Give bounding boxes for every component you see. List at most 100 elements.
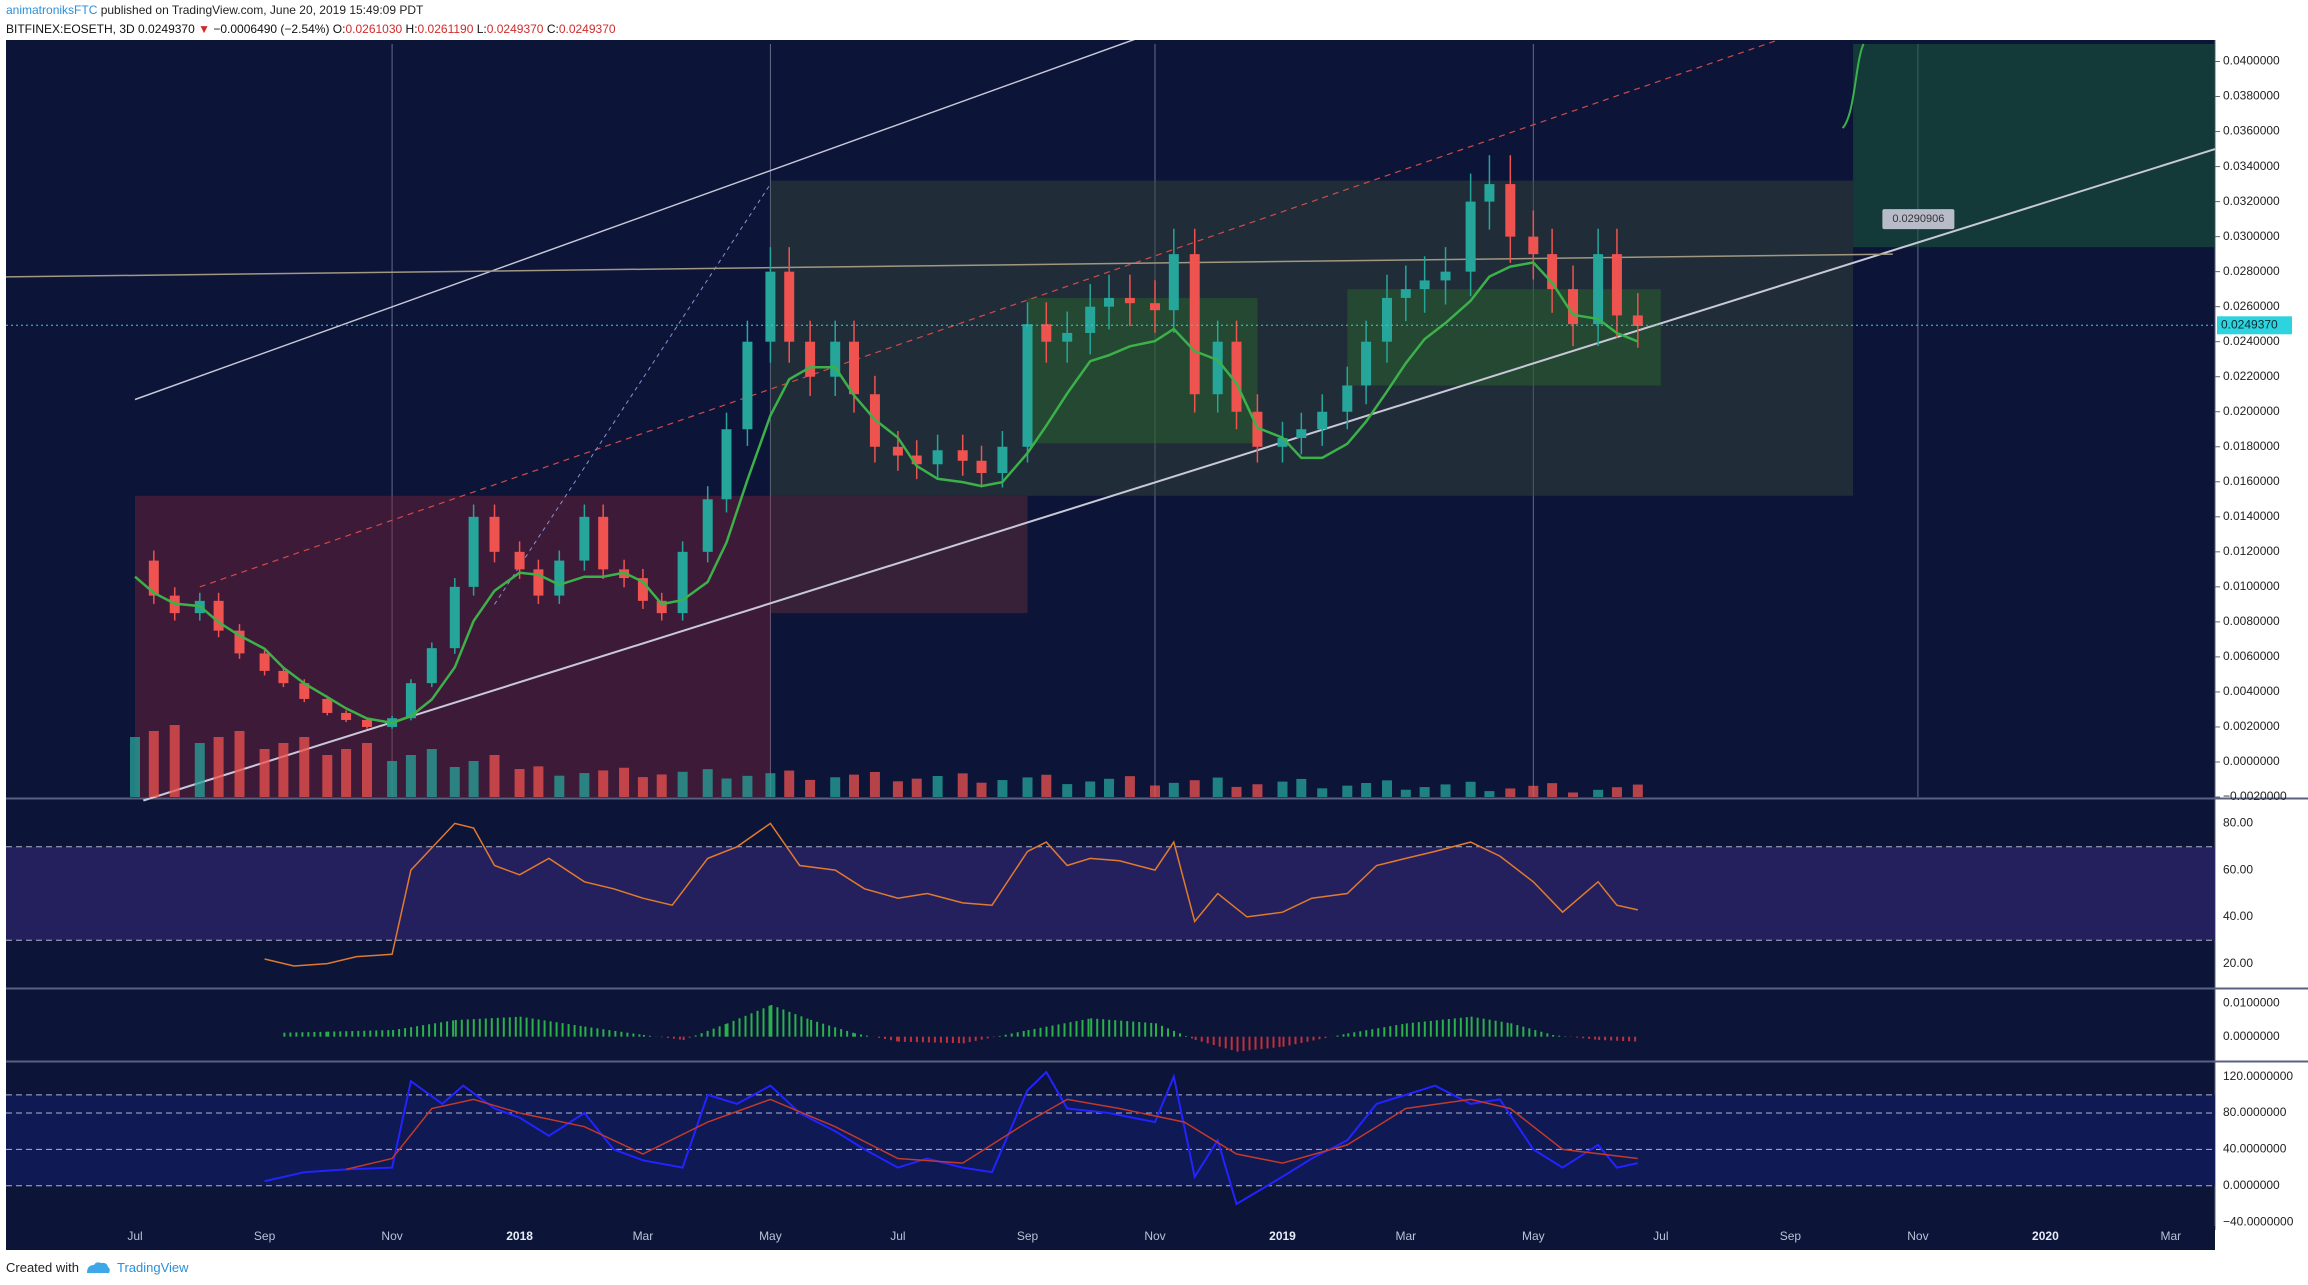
volume-bar — [1382, 780, 1393, 797]
candle-body — [784, 271, 795, 342]
time-axis-label: Mar — [1395, 1229, 1416, 1243]
histogram-bar — [1353, 1032, 1356, 1037]
ichimoku-cloud — [1027, 297, 1258, 444]
time-axis-label: Jul — [890, 1229, 905, 1243]
histogram-bar — [1447, 1019, 1450, 1037]
candle-body — [1632, 315, 1643, 326]
candle-body — [911, 455, 922, 465]
histogram-bar — [579, 1025, 582, 1037]
histogram-bar — [782, 1009, 785, 1037]
stoch-axis-label: 120.0000000 — [2223, 1069, 2293, 1083]
rsi-axis-label: 80.00 — [2223, 816, 2253, 830]
candle-body — [1361, 341, 1372, 386]
histogram-bar — [1161, 1025, 1163, 1037]
low-label: L: — [476, 22, 487, 36]
volume-bar — [742, 775, 753, 797]
histogram-bar — [1114, 1020, 1117, 1037]
histogram-bar — [525, 1017, 528, 1037]
chart-area[interactable]: 0.0290906 0.0400000 0.0380000 0.0360000 0.03… — [0, 40, 2308, 1255]
price-axis-label: 0.0040000 — [2223, 684, 2280, 698]
histogram-bar — [738, 1018, 741, 1037]
volume-bar — [932, 776, 943, 797]
candle-body — [1547, 254, 1558, 290]
histogram-bar — [762, 1008, 765, 1037]
time-axis-label: 2020 — [2032, 1229, 2059, 1243]
histogram-bar — [1628, 1036, 1631, 1042]
rsi-line — [264, 822, 1638, 967]
price-axis-label: 0.0320000 — [2223, 194, 2280, 208]
histogram-bar — [537, 1019, 540, 1037]
histogram-bar — [454, 1020, 457, 1037]
histogram-bar — [1069, 1022, 1072, 1037]
histogram-bar — [496, 1017, 499, 1037]
candle-body — [278, 670, 289, 684]
volume-bar — [1062, 784, 1073, 797]
histogram-bar — [1510, 1023, 1513, 1037]
histogram-bar — [301, 1032, 304, 1037]
volume-bar — [322, 755, 333, 797]
candle-body — [1022, 324, 1033, 447]
candle-body — [702, 499, 713, 552]
candle-body — [765, 271, 776, 342]
histogram-bar — [313, 1031, 316, 1037]
histogram-bar — [1540, 1031, 1543, 1037]
histogram-bar — [369, 1030, 372, 1037]
histogram-bar — [1010, 1033, 1013, 1037]
volume-bar — [656, 774, 667, 797]
histogram-bar — [1090, 1018, 1093, 1037]
histogram-bar — [398, 1029, 401, 1037]
price-axis-label: 0.0360000 — [2223, 124, 2280, 138]
histogram-bar — [1254, 1036, 1257, 1050]
histogram-bar — [325, 1031, 328, 1037]
annotation-callout-label: 0.0290906 — [1892, 213, 1944, 225]
histogram-bar — [1429, 1020, 1432, 1037]
stoch-line-K — [264, 1070, 1639, 1206]
histogram-bar — [951, 1036, 954, 1044]
price-axis-label: 0.0220000 — [2223, 369, 2280, 383]
histogram-bar — [1459, 1017, 1462, 1037]
histogram-bar — [915, 1036, 918, 1043]
histogram-bar — [1260, 1036, 1263, 1050]
volume-bar — [1296, 778, 1307, 797]
histogram-bar — [852, 1032, 855, 1037]
low-value: 0.0249370 — [486, 22, 544, 36]
histogram-bar — [1488, 1019, 1491, 1037]
candle-body — [362, 719, 373, 727]
histogram-bar — [834, 1027, 837, 1037]
volume-bar — [1231, 786, 1242, 797]
price-axis-label: 0.0240000 — [2223, 334, 2280, 348]
histogram-bar — [295, 1032, 298, 1037]
histogram-bar — [1365, 1030, 1368, 1037]
histogram-bar — [363, 1030, 366, 1037]
histogram-bar — [1522, 1026, 1525, 1037]
histogram-bar — [1441, 1019, 1444, 1037]
histogram-bar — [1417, 1022, 1420, 1037]
tradingview-brand[interactable]: TradingView — [116, 1260, 189, 1275]
time-axis-label: Sep — [254, 1229, 276, 1243]
histogram-bar — [632, 1033, 635, 1037]
histogram-bar — [1546, 1033, 1549, 1037]
histogram-bar — [1300, 1036, 1303, 1043]
time-axis-label: Sep — [1017, 1229, 1039, 1243]
author-link[interactable]: animatroniksFTC — [6, 3, 98, 17]
histogram-bar — [810, 1020, 813, 1037]
histogram-bar — [1377, 1028, 1380, 1037]
candle-body — [892, 446, 903, 456]
candle-body — [849, 341, 860, 395]
volume-bar — [784, 770, 795, 797]
histogram-bar — [776, 1007, 779, 1037]
histogram-bar — [750, 1013, 753, 1037]
time-axis-label: Jul — [1653, 1229, 1668, 1243]
red-range-zone-2 — [770, 495, 1028, 614]
histogram-bar — [345, 1031, 348, 1037]
histogram-bar — [878, 1036, 881, 1038]
histogram-bar — [1272, 1036, 1275, 1048]
volume-bar — [702, 769, 713, 797]
price-axis-label: 0.0340000 — [2223, 159, 2280, 173]
symbol-header: BITFINEX:EOSETH, 3D 0.0249370 ▼ −0.00064… — [6, 22, 616, 36]
volume-bar — [1342, 785, 1353, 797]
histogram-bar — [404, 1028, 407, 1037]
volume-bar — [976, 782, 987, 797]
volume-bar — [362, 743, 373, 797]
histogram-bar — [1576, 1036, 1579, 1038]
